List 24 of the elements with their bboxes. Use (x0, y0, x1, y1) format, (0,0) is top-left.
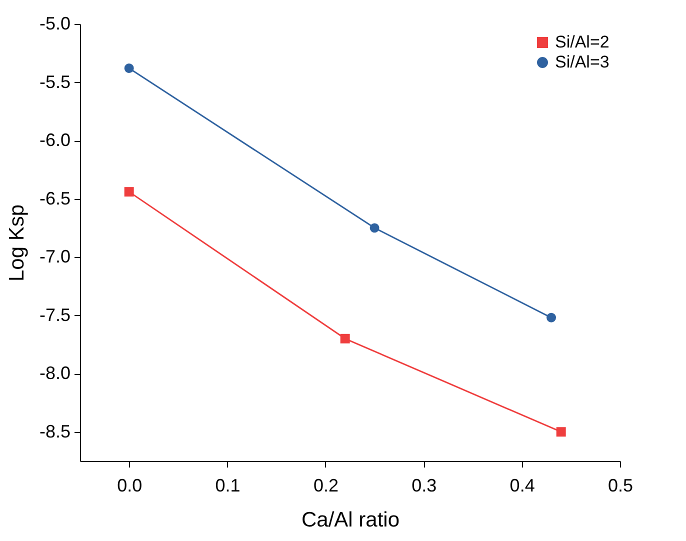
x-tick-label: 0.2 (313, 476, 338, 496)
legend-label: Si/Al=2 (555, 32, 610, 52)
x-tick-label: 0.5 (608, 476, 634, 496)
y-tick-label: -6.0 (39, 130, 70, 150)
y-tick-label: -5.5 (39, 72, 70, 92)
point (370, 223, 380, 233)
x-tick-label: 0.1 (215, 476, 240, 496)
legend-label: Si/Al=3 (555, 52, 610, 72)
point (546, 312, 556, 322)
y-tick-label: -7.5 (39, 304, 70, 325)
point (124, 64, 134, 74)
y-tick-label: -7.0 (39, 246, 70, 267)
y-tick-label: -6.5 (39, 188, 70, 208)
point (124, 187, 134, 197)
y-tick-label: -8.5 (39, 421, 70, 442)
point (340, 334, 350, 344)
x-tick-label: 0.0 (117, 476, 142, 496)
y-tick-label: -5.0 (39, 14, 70, 34)
x-tick-label: 0.3 (412, 476, 437, 496)
y-axis-title: Log Ksp (5, 204, 28, 282)
x-axis-title: Ca/Al ratio (301, 508, 400, 532)
y-tick-label: -8.0 (39, 363, 70, 384)
point (556, 427, 566, 437)
x-tick-label: 0.4 (510, 476, 535, 496)
